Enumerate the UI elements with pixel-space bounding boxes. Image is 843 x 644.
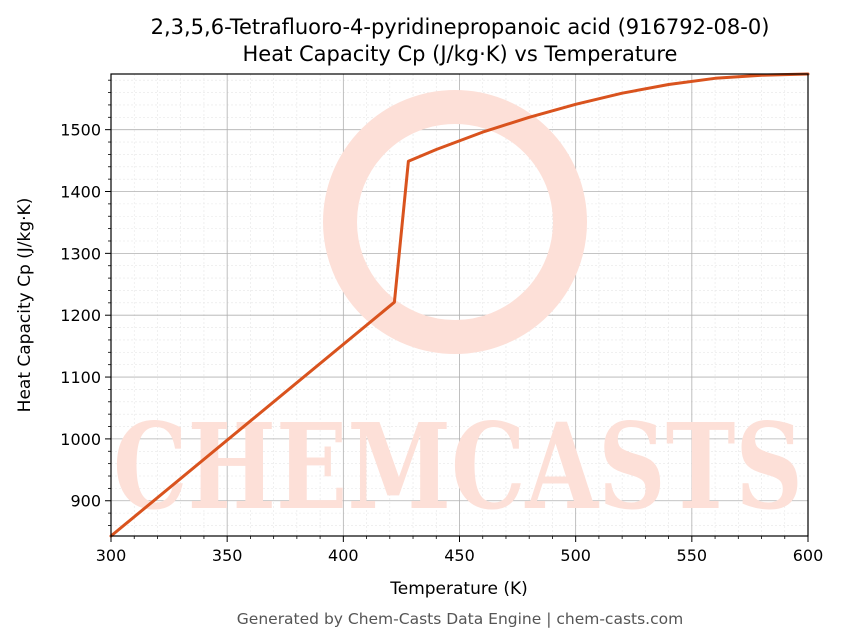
x-tick-label: 400 [328,546,359,565]
chart-title-line1: 2,3,5,6-Tetrafluoro-4-pyridinepropanoic … [151,15,770,39]
chart-title-line2: Heat Capacity Cp (J/kg·K) vs Temperature [243,42,678,66]
watermark-text: CHEMCASTS [113,397,803,536]
y-tick-label: 1500 [60,121,101,140]
x-tick-label: 300 [96,546,127,565]
x-tick-label: 600 [793,546,824,565]
watermark: CHEMCASTS [113,90,803,536]
y-tick-label: 1400 [60,183,101,202]
x-axis-label: Temperature (K) [389,579,528,599]
y-tick-label: 1000 [60,430,101,449]
major-grid [111,74,808,536]
ticks: 300 350 400 450 500 550 600 900 1000 1100 1200 1300… [60,79,824,565]
y-tick-label: 1100 [60,368,101,387]
x-tick-label: 350 [212,546,243,565]
series-line [109,72,810,538]
x-tick-label: 550 [677,546,708,565]
footer-credit: Generated by Chem-Casts Data Engine | ch… [237,610,683,628]
y-tick-label: 1300 [60,244,101,263]
series-layer [109,72,810,538]
y-tick-label: 1200 [60,306,101,325]
y-axis-label: Heat Capacity Cp (J/kg·K) [15,198,35,413]
x-tick-label: 450 [444,546,475,565]
x-tick-label: 500 [560,546,591,565]
watermark-logo-ring [323,90,587,354]
y-tick-label: 900 [70,492,101,511]
